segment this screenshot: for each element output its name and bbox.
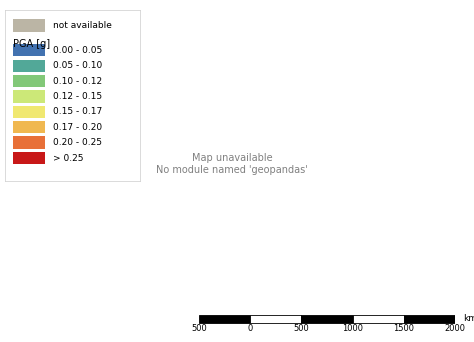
Bar xyxy=(13,19,45,32)
Text: not available: not available xyxy=(54,21,112,30)
Bar xyxy=(199,315,250,323)
Text: 0.17 - 0.20: 0.17 - 0.20 xyxy=(54,123,102,132)
Text: 0.10 - 0.12: 0.10 - 0.12 xyxy=(54,77,102,86)
Text: > 0.25: > 0.25 xyxy=(54,154,84,162)
Text: 1000: 1000 xyxy=(342,324,363,333)
Bar xyxy=(13,152,45,164)
Text: 0.05 - 0.10: 0.05 - 0.10 xyxy=(54,61,103,70)
Bar xyxy=(250,315,301,323)
Bar xyxy=(13,90,45,103)
Text: 2000: 2000 xyxy=(445,324,465,333)
Text: Map unavailable
No module named 'geopandas': Map unavailable No module named 'geopand… xyxy=(156,153,308,175)
Text: km: km xyxy=(463,314,474,324)
Bar xyxy=(301,315,353,323)
Bar xyxy=(353,315,404,323)
Bar xyxy=(13,60,45,72)
Text: PGA [g]: PGA [g] xyxy=(13,39,50,50)
Bar xyxy=(13,136,45,149)
Text: 0.20 - 0.25: 0.20 - 0.25 xyxy=(54,138,102,147)
Text: 500: 500 xyxy=(191,324,207,333)
Text: 0: 0 xyxy=(247,324,253,333)
Bar xyxy=(13,44,45,56)
Bar xyxy=(404,315,455,323)
Text: 1500: 1500 xyxy=(393,324,414,333)
Text: 0.15 - 0.17: 0.15 - 0.17 xyxy=(54,107,103,116)
Text: 0.00 - 0.05: 0.00 - 0.05 xyxy=(54,46,103,55)
Bar xyxy=(13,75,45,87)
Text: 500: 500 xyxy=(293,324,310,333)
Bar xyxy=(13,121,45,133)
Text: 0.12 - 0.15: 0.12 - 0.15 xyxy=(54,92,102,101)
Bar xyxy=(13,106,45,118)
